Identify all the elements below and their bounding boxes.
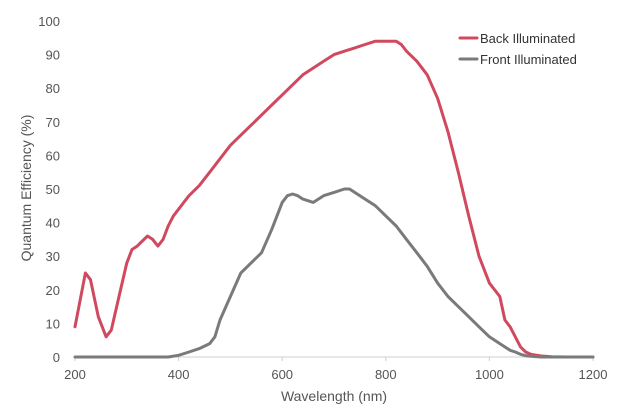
x-tick-label: 800 (375, 367, 397, 382)
y-tick-label: 70 (46, 115, 60, 130)
x-tick-label: 1000 (475, 367, 504, 382)
x-tick-label: 600 (271, 367, 293, 382)
y-tick-label: 60 (46, 148, 60, 163)
y-tick-label: 90 (46, 48, 60, 63)
series-layer (73, 39, 595, 359)
y-tick-label: 20 (46, 283, 60, 298)
x-tick-label: 1200 (579, 367, 608, 382)
y-tick-label: 0 (53, 350, 60, 365)
x-tick-label: 200 (64, 367, 86, 382)
axes-layer: 200 400 600 800 1000 1200 0 10 20 30 40 50 60 70 80 90 1… (38, 14, 607, 382)
y-tick-label: 100 (38, 14, 60, 29)
y-tick-label: 80 (46, 81, 60, 96)
series-line-front-illuminated (73, 187, 595, 359)
y-axis-title: Quantum Efficiency (%) (18, 115, 34, 262)
legend-label: Back Illuminated (480, 31, 575, 46)
y-tick-label: 50 (46, 182, 60, 197)
y-tick-label: 30 (46, 249, 60, 264)
y-tick-label: 10 (46, 316, 60, 331)
x-tick-label: 400 (168, 367, 190, 382)
x-axis-title: Wavelength (nm) (281, 388, 387, 404)
y-tick-label: 40 (46, 216, 60, 231)
legend-label: Front Illuminated (480, 52, 577, 67)
series-line-back-illuminated (73, 39, 595, 359)
legend: Back Illuminated Front Illuminated (458, 31, 577, 67)
